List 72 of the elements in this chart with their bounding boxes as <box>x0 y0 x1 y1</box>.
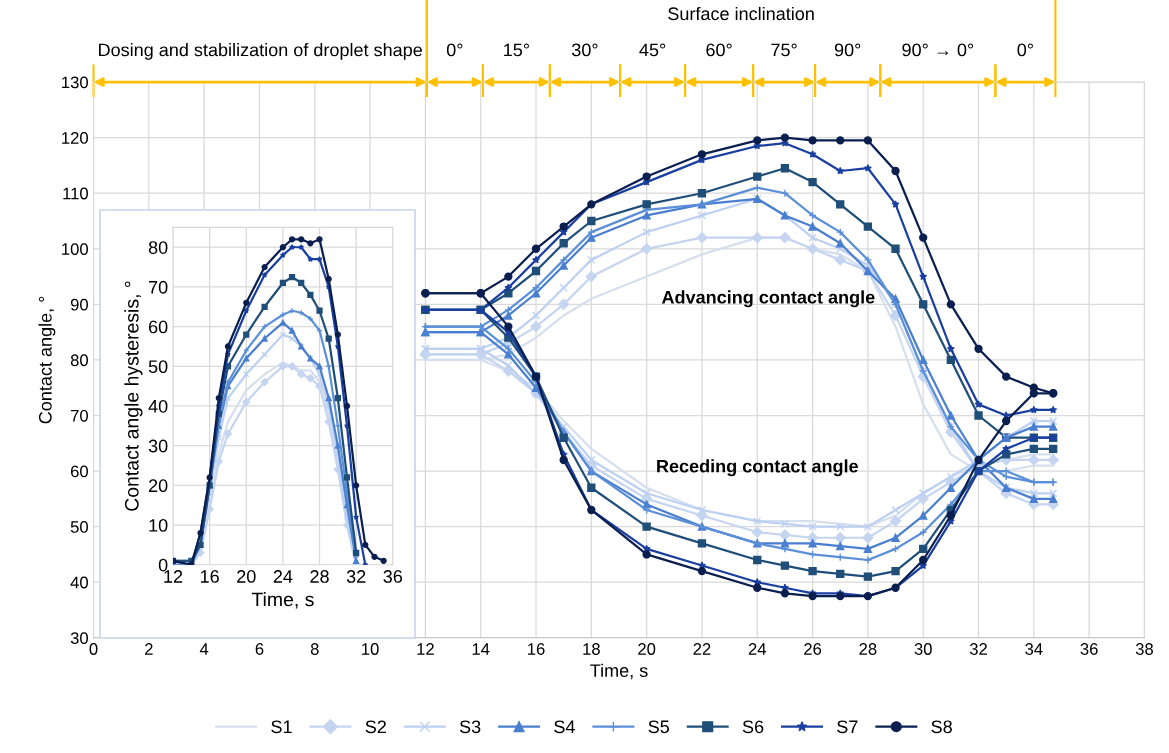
x-tick-label: 14 <box>472 643 490 655</box>
text: 15° <box>504 43 529 57</box>
x-tick-label: 16 <box>528 643 545 655</box>
x-tick-label: 38 <box>1135 643 1153 655</box>
y-axis-title: Contact angle, ° <box>38 296 56 424</box>
x-tick-label: 4 <box>199 643 209 655</box>
y-tick-label: 70 <box>149 280 168 294</box>
y-tick-label: 110 <box>63 187 89 200</box>
legend-label: S8 <box>931 720 952 734</box>
x-tick-label: 32 <box>969 643 987 655</box>
x-tick-label: 10 <box>362 643 379 655</box>
y-tick-label: 40 <box>70 576 89 589</box>
legend-label: S5 <box>648 720 670 734</box>
legend-label: S7 <box>837 720 858 734</box>
text: 90° <box>834 43 861 57</box>
x-tick-label: 8 <box>310 643 319 655</box>
x-tick-label: 20 <box>638 643 656 655</box>
legend-label: S1 <box>271 720 292 734</box>
x-tick-label: 28 <box>310 570 329 583</box>
x-tick-label: 34 <box>1025 643 1043 655</box>
x-tick-label: 30 <box>914 643 932 655</box>
y-tick-label: 80 <box>148 241 168 254</box>
legend-label: S6 <box>742 720 764 734</box>
y-tick-label: 50 <box>70 521 89 533</box>
y-tick-label: 90 <box>70 298 89 311</box>
y-tick-label: 0 <box>158 558 168 572</box>
legend-label: S4 <box>554 720 575 734</box>
y-tick-label: 70 <box>70 409 89 422</box>
y-tick-label: 60 <box>70 465 89 478</box>
legend-label: S2 <box>365 720 386 734</box>
x-axis-title: Time, s <box>251 592 314 609</box>
x-tick-label: 20 <box>237 570 256 583</box>
text: 45° <box>639 43 666 57</box>
y-axis-title: Contact angle hysteresis, ° <box>124 281 143 511</box>
y-tick-label: 60 <box>148 320 168 334</box>
x-tick-label: 28 <box>859 643 877 655</box>
legend-label: S3 <box>459 720 481 734</box>
text: Dosing and stabilization of droplet shape <box>99 43 422 60</box>
y-tick-label: 20 <box>148 479 168 493</box>
x-tick-label: 24 <box>273 570 293 583</box>
x-tick-label: 12 <box>164 570 183 583</box>
y-tick-label: 130 <box>62 76 89 89</box>
x-tick-label: 26 <box>804 643 822 655</box>
x-tick-label: 0 <box>89 643 98 655</box>
x-tick-label: 12 <box>417 643 434 655</box>
annotation: Advancing contact angle <box>661 290 875 308</box>
y-tick-label: 120 <box>62 132 89 144</box>
x-tick-label: 16 <box>200 570 219 583</box>
text: 30° <box>572 43 598 57</box>
x-tick-label: 6 <box>255 643 264 655</box>
chart-subtitle: Surface inclination <box>668 6 814 21</box>
y-tick-label: 10 <box>149 519 168 532</box>
x-tick-label: 36 <box>1080 643 1098 655</box>
x-tick-label: 2 <box>145 643 153 655</box>
y-tick-label: 100 <box>62 243 89 255</box>
annotation: Receding contact angle <box>657 459 858 477</box>
x-tick-label: 22 <box>693 643 711 655</box>
y-tick-label: 50 <box>148 360 168 374</box>
text: 90° → 0° <box>902 43 974 57</box>
y-tick-label: 30 <box>148 439 168 453</box>
x-tick-label: 36 <box>383 570 403 583</box>
text: 0° <box>446 43 463 57</box>
text: 75° <box>771 43 797 57</box>
y-tick-label: 40 <box>148 399 168 413</box>
text: 0° <box>1017 43 1033 57</box>
text: 60° <box>706 43 732 57</box>
x-tick-label: 32 <box>346 570 366 583</box>
x-axis-title: Time, s <box>590 663 648 680</box>
y-tick-label: 30 <box>70 632 89 644</box>
y-tick-label: 80 <box>70 354 89 367</box>
x-tick-label: 18 <box>583 643 600 655</box>
x-tick-label: 24 <box>748 643 767 655</box>
